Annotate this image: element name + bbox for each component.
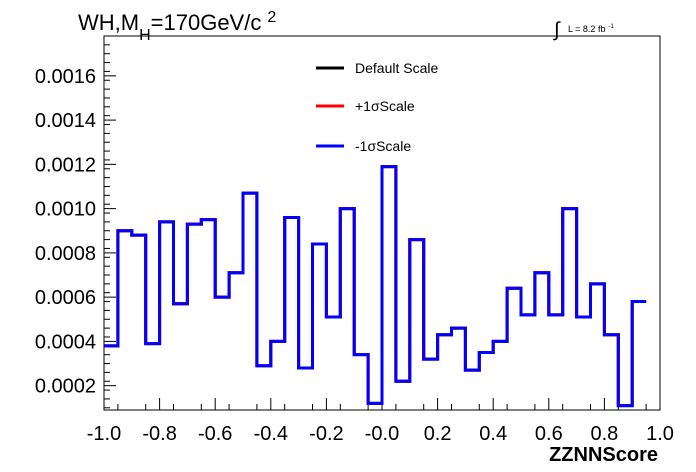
x-tick-label: -0.0 bbox=[365, 423, 399, 445]
x-tick-label: -0.4 bbox=[254, 423, 288, 445]
x-tick-label: -0.6 bbox=[198, 423, 232, 445]
y-tick-label: 0.0012 bbox=[35, 154, 96, 176]
series-layer bbox=[104, 165, 647, 408]
x-tick-label: -0.2 bbox=[309, 423, 343, 445]
y-tick-label: 0.0014 bbox=[35, 110, 96, 132]
x-tick-label: -0.8 bbox=[142, 423, 176, 445]
y-tick-label: 0.0004 bbox=[35, 331, 96, 353]
series-2 bbox=[104, 165, 647, 408]
x-tick-label: 1.0 bbox=[646, 423, 674, 445]
x-tick-label: 0.6 bbox=[535, 423, 563, 445]
y-tick-label: 0.0016 bbox=[35, 66, 96, 88]
legend-label: +1σScale bbox=[355, 98, 415, 114]
x-tick-label: 0.2 bbox=[424, 423, 452, 445]
luminosity-integral-symbol: ∫ bbox=[553, 19, 561, 41]
y-tick-label: 0.0006 bbox=[35, 287, 96, 309]
y-axis: 0.0002 0.0004 0.0006 0.0008 0.0010 0.0012 0.00… bbox=[35, 44, 116, 409]
x-tick-label: 0.8 bbox=[590, 423, 618, 445]
legend: Default Scale +1σScale -1σScale bbox=[316, 60, 438, 154]
luminosity-label: L = 8.2 fb -1 bbox=[568, 24, 614, 34]
y-tick-label: 0.0010 bbox=[35, 199, 96, 221]
x-tick-label: 0.4 bbox=[479, 423, 507, 445]
legend-label: -1σScale bbox=[355, 138, 411, 154]
x-tick-label: -1.0 bbox=[87, 423, 121, 445]
y-tick-label: 0.0002 bbox=[35, 376, 96, 398]
series-line-2 bbox=[104, 165, 647, 408]
x-axis-title: ZZNNScore bbox=[549, 444, 658, 466]
y-tick-label: 0.0008 bbox=[35, 243, 96, 265]
legend-label: Default Scale bbox=[355, 60, 438, 76]
